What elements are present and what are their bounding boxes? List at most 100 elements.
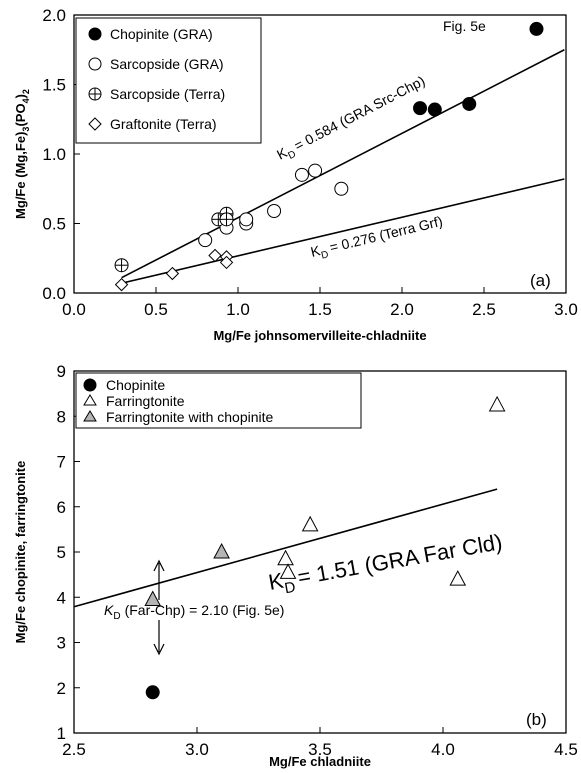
x-tick-label: 2.0	[390, 300, 414, 319]
chart-a: 0.0 0.5 1.0 1.5 2.0 2.5 3.0 0.0 0.5 1.0 1.5 2.0 Cho…	[13, 6, 578, 343]
legend-marker-chopinite	[83, 378, 97, 392]
fit-lines-b	[73, 488, 498, 608]
points-a	[114, 21, 544, 292]
point-chopinite	[145, 685, 160, 700]
x-tick-label: 3.0	[554, 300, 578, 319]
ticks-b	[73, 370, 567, 734]
point-graftonite-terra	[208, 248, 222, 263]
x-tick-label: 0.5	[144, 300, 168, 319]
fit-line	[121, 178, 565, 285]
x-axis-title-a: Mg/Fe johnsomervilleite-chladniite	[213, 328, 426, 343]
point-sarcopside-terra	[219, 212, 234, 227]
y-tick-label: 3	[57, 634, 66, 653]
tick-labels-b: 2.5 3.0 3.5 4.0 4.5 1 2 3 4 5 6 7 8 9	[57, 362, 578, 759]
points-b	[144, 395, 506, 700]
chart-b: 2.5 3.0 3.5 4.0 4.5 1 2 3 4 5 6 7 8 9 Chopinite Farri…	[13, 362, 578, 769]
panel-label-b: (b)	[526, 710, 547, 729]
legend-label-sarcopside-terra: Sarcopside (Terra)	[110, 86, 225, 102]
point-chopinite-gra	[462, 96, 477, 111]
point-farringtonite	[449, 570, 467, 586]
point-chopinite-gra	[413, 101, 428, 116]
y-tick-label: 9	[57, 362, 66, 381]
y-tick-label: 1	[57, 724, 66, 743]
legend-a: Chopinite (GRA) Sarcopside (GRA) Sarcops…	[75, 17, 262, 144]
kd-grf-text: = 0.276 (Terra Grf)	[328, 213, 444, 256]
legend-label-chopinite: Chopinite	[106, 377, 165, 393]
legend-label-farringtonite-with-chopinite: Farringtonite with chopinite	[106, 409, 274, 425]
tick-labels-a: 0.0 0.5 1.0 1.5 2.0 2.5 3.0 0.0 0.5 1.0 1.5 2.0	[42, 6, 577, 319]
arrow-far-chp	[153, 559, 165, 656]
legend-label-chopinite-gra: Chopinite (GRA)	[110, 26, 213, 42]
point-sarcopside-gra	[334, 181, 349, 196]
y-tick-label: 6	[57, 498, 66, 517]
legend-marker-graftonite-terra	[88, 117, 102, 131]
point-sarcopside-gra	[308, 163, 323, 178]
fit-line	[121, 49, 565, 279]
legend-label-graftonite-terra: Graftonite (Terra)	[110, 116, 217, 132]
x-axis-title-b: Mg/Fe chladniite	[269, 754, 371, 769]
point-chopinite-gra	[529, 21, 544, 36]
x-tick-label: 2.5	[472, 300, 496, 319]
point-farringtonite	[301, 515, 319, 532]
point-sarcopside-gra	[198, 233, 213, 248]
annotation-fig5e: Fig. 5e	[443, 18, 486, 34]
fit-line	[73, 488, 498, 608]
annotation-kd-far-cld: KD= 1.51 (GRA Far Cld)	[267, 529, 505, 600]
legend-marker-chopinite-gra	[88, 27, 102, 41]
y-tick-label: 5	[57, 543, 66, 562]
legend-box-a	[75, 17, 262, 144]
y-tick-label: 8	[57, 407, 66, 426]
annotation-kd-src-chp: KD= 0.584 (GRA Src-Chp)	[274, 72, 429, 166]
point-sarcopside-terra	[114, 258, 129, 273]
point-farringtonite	[277, 549, 294, 566]
annotation-kd-grf: KD= 0.276 (Terra Grf)	[309, 213, 445, 264]
y-tick-label: 1.0	[42, 145, 66, 164]
point-sarcopside-gra	[267, 203, 282, 218]
point-sarcopside-gra	[239, 212, 254, 227]
point-sarcopside-gra	[294, 167, 309, 182]
x-tick-label: 0.0	[62, 300, 86, 319]
kd-src-chp-text: = 0.584 (GRA Src-Chp)	[291, 72, 427, 153]
annotation-kd-far-chp: KD (Far-Chp) = 2.10 (Fig. 5e)	[104, 602, 284, 622]
point-graftonite-terra	[165, 266, 180, 281]
x-tick-label: 4.0	[431, 740, 455, 759]
y-tick-label: 7	[57, 453, 66, 472]
x-tick-label: 1.5	[308, 300, 332, 319]
y-tick-label: 2.0	[42, 6, 66, 25]
legend-marker-sarcopside-terra	[88, 87, 102, 101]
kd-far-chp-text: (Far-Chp) = 2.10 (Fig. 5e)	[125, 602, 285, 618]
point-farringtonite-with-chopinite	[144, 590, 162, 607]
svg-text:KD= 1.51 (GRA Far Cld): KD= 1.51 (GRA Far Cld)	[267, 529, 505, 600]
point-farringtonite-with-chopinite	[213, 542, 230, 559]
fit-lines-a	[121, 49, 565, 285]
legend-marker-farringtonite	[83, 394, 97, 406]
x-tick-label: 4.5	[554, 740, 578, 759]
point-graftonite-terra	[219, 255, 234, 270]
y-tick-label: 2	[57, 679, 66, 698]
legend-label-sarcopside-gra: Sarcopside (GRA)	[110, 56, 224, 72]
y-axis-title-b: Mg/Fe chopinite, farringtonite	[13, 461, 28, 644]
point-farringtonite	[279, 563, 297, 579]
y-tick-label: 0.5	[42, 215, 66, 234]
svg-text:KD= 0.276 (Terra Grf): KD= 0.276 (Terra Grf)	[309, 213, 445, 264]
y-tick-label: 4	[57, 588, 66, 607]
y-tick-label: 1.5	[42, 76, 66, 95]
legend-b: Chopinite Farringtonite Farringtonite wi…	[75, 372, 362, 429]
panel-label-a: (a)	[530, 271, 551, 290]
y-tick-label: 0.0	[42, 284, 66, 303]
point-graftonite-terra	[114, 277, 129, 292]
x-tick-label: 3.0	[185, 740, 209, 759]
legend-label-farringtonite: Farringtonite	[106, 393, 185, 409]
legend-box-b	[75, 372, 362, 429]
x-tick-label: 3.5	[308, 740, 332, 759]
svg-text:KD= 0.584 (GRA Src-Chp): KD= 0.584 (GRA Src-Chp)	[274, 72, 429, 166]
point-chopinite-gra	[427, 102, 442, 117]
legend-marker-sarcopside-gra	[88, 57, 102, 71]
point-farringtonite	[488, 395, 506, 412]
x-tick-label: 1.0	[226, 300, 250, 319]
kd-far-cld-text: = 1.51 (GRA Far Cld)	[296, 529, 504, 590]
x-tick-label: 2.5	[62, 740, 86, 759]
legend-marker-farringtonite-with-chopinite	[83, 410, 97, 422]
ticks-a	[73, 14, 567, 294]
